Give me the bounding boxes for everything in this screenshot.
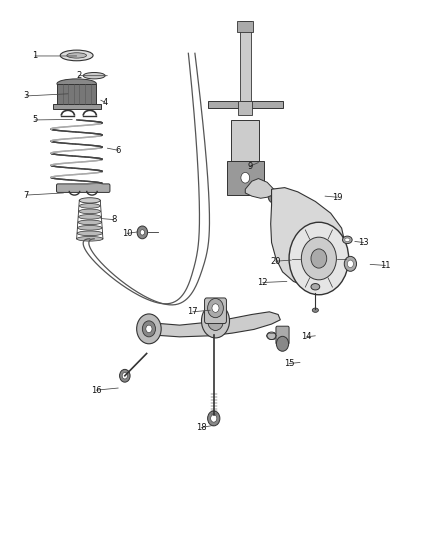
Circle shape bbox=[201, 304, 230, 338]
Circle shape bbox=[276, 336, 289, 351]
Ellipse shape bbox=[77, 237, 103, 241]
Text: 20: 20 bbox=[271, 257, 281, 265]
Ellipse shape bbox=[267, 332, 276, 340]
FancyBboxPatch shape bbox=[57, 84, 96, 104]
Polygon shape bbox=[145, 312, 280, 337]
Ellipse shape bbox=[78, 214, 101, 219]
Circle shape bbox=[122, 373, 127, 379]
Ellipse shape bbox=[343, 236, 352, 244]
Text: 14: 14 bbox=[301, 333, 312, 341]
Text: 13: 13 bbox=[358, 238, 369, 247]
Text: 1: 1 bbox=[32, 52, 38, 60]
FancyBboxPatch shape bbox=[231, 120, 259, 161]
Text: 15: 15 bbox=[284, 359, 294, 368]
Circle shape bbox=[120, 369, 130, 382]
Circle shape bbox=[271, 193, 276, 199]
Text: 4: 4 bbox=[102, 98, 108, 107]
Text: 19: 19 bbox=[332, 193, 343, 201]
Text: 2: 2 bbox=[76, 71, 81, 80]
FancyBboxPatch shape bbox=[237, 21, 253, 32]
Ellipse shape bbox=[83, 72, 105, 79]
Ellipse shape bbox=[77, 231, 102, 236]
FancyBboxPatch shape bbox=[57, 184, 110, 192]
Circle shape bbox=[208, 298, 223, 318]
Circle shape bbox=[208, 411, 220, 426]
Text: 10: 10 bbox=[122, 229, 132, 238]
FancyBboxPatch shape bbox=[208, 101, 283, 108]
Text: 11: 11 bbox=[380, 261, 391, 270]
Circle shape bbox=[268, 189, 279, 203]
Text: 5: 5 bbox=[32, 116, 38, 124]
Circle shape bbox=[344, 256, 357, 271]
Polygon shape bbox=[271, 188, 345, 288]
Text: 18: 18 bbox=[196, 423, 207, 432]
Circle shape bbox=[347, 260, 353, 268]
Text: 8: 8 bbox=[111, 215, 117, 224]
FancyBboxPatch shape bbox=[227, 161, 264, 195]
FancyBboxPatch shape bbox=[238, 101, 252, 115]
Ellipse shape bbox=[311, 284, 320, 290]
Ellipse shape bbox=[345, 238, 350, 241]
Ellipse shape bbox=[67, 53, 86, 58]
FancyBboxPatch shape bbox=[53, 104, 101, 109]
Ellipse shape bbox=[60, 50, 93, 61]
FancyBboxPatch shape bbox=[276, 326, 289, 344]
Circle shape bbox=[140, 230, 145, 235]
Circle shape bbox=[241, 173, 250, 183]
Ellipse shape bbox=[79, 204, 100, 208]
Circle shape bbox=[289, 222, 349, 295]
Circle shape bbox=[301, 237, 336, 280]
Text: 3: 3 bbox=[24, 92, 29, 100]
Ellipse shape bbox=[79, 198, 100, 203]
Circle shape bbox=[208, 311, 223, 330]
Text: 17: 17 bbox=[187, 308, 198, 316]
Circle shape bbox=[311, 249, 327, 268]
Ellipse shape bbox=[312, 308, 318, 312]
Text: 6: 6 bbox=[116, 146, 121, 155]
Circle shape bbox=[142, 321, 155, 337]
Circle shape bbox=[211, 415, 217, 422]
FancyBboxPatch shape bbox=[205, 298, 226, 324]
Circle shape bbox=[137, 226, 148, 239]
Text: 7: 7 bbox=[24, 191, 29, 199]
Ellipse shape bbox=[78, 220, 102, 225]
Circle shape bbox=[146, 325, 152, 333]
FancyBboxPatch shape bbox=[240, 21, 251, 101]
Circle shape bbox=[212, 304, 219, 312]
Polygon shape bbox=[245, 179, 274, 198]
Text: 9: 9 bbox=[247, 162, 252, 171]
Ellipse shape bbox=[78, 225, 102, 230]
Ellipse shape bbox=[79, 209, 101, 214]
Circle shape bbox=[137, 314, 161, 344]
Text: 12: 12 bbox=[258, 278, 268, 287]
Text: 16: 16 bbox=[91, 386, 102, 394]
Ellipse shape bbox=[57, 79, 96, 88]
